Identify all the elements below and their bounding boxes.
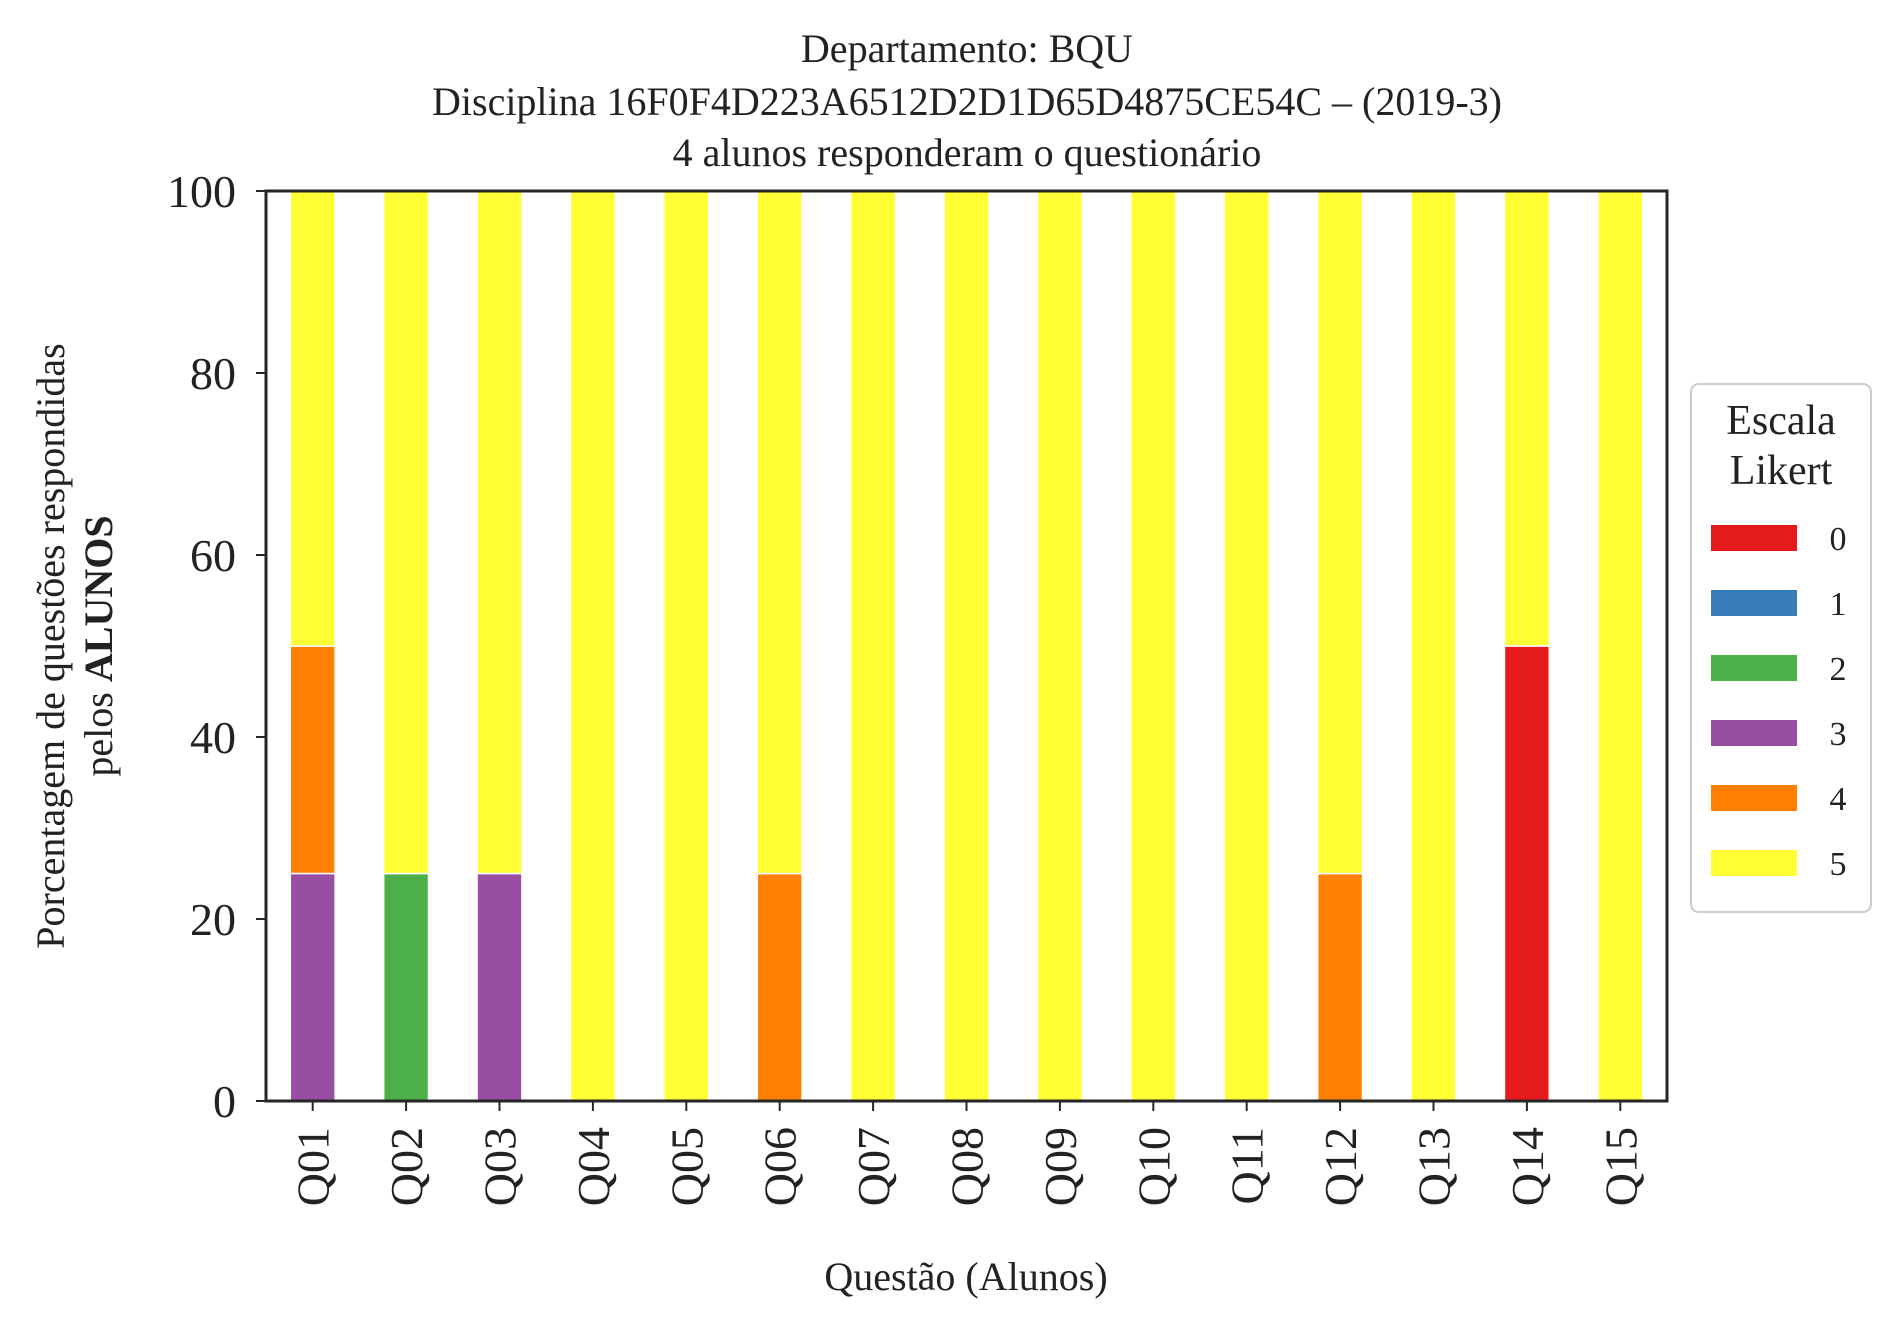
bar-q11-level-5 [1223, 190, 1270, 1102]
x-tick-label-q15: Q15 [1595, 1127, 1646, 1206]
bar-q03-level-3 [476, 872, 523, 1102]
plot-frame [264, 189, 1669, 1103]
legend-label-5: 5 [1830, 846, 1847, 883]
legend-swatch-5 [1711, 850, 1797, 876]
legend-label-4: 4 [1830, 781, 1847, 818]
legend-swatch-1 [1711, 590, 1797, 616]
x-tick-label-q06: Q06 [755, 1127, 806, 1206]
legend-label-3: 3 [1830, 716, 1847, 753]
bar-q15-level-5 [1597, 190, 1644, 1102]
bar-q06-level-5 [756, 190, 803, 875]
y-tick-label-100: 100 [167, 166, 236, 217]
bar-q02-level-5 [382, 190, 430, 875]
y-tick-label-0: 0 [213, 1076, 236, 1127]
bar-q03-level-5 [476, 190, 523, 875]
legend-swatch-0 [1711, 525, 1797, 551]
x-tick-label-q13: Q13 [1409, 1127, 1460, 1206]
bar-q14-level-5 [1503, 190, 1551, 647]
bar-q10-level-5 [1130, 190, 1177, 1102]
title-line-3: 4 alunos responderam o questionário [673, 130, 1262, 175]
bar-q08-level-5 [943, 190, 990, 1102]
y-axis-label: Porcentagem de questões respondidas pelo… [28, 343, 121, 948]
x-tick-label-q14: Q14 [1502, 1127, 1553, 1206]
y-tick-label-80: 80 [190, 348, 236, 399]
legend-label-1: 1 [1830, 586, 1847, 623]
bar-q12-level-5 [1316, 190, 1364, 875]
y-tick-label-20: 20 [190, 894, 236, 945]
bars-group [289, 190, 1644, 1102]
title-line-2: Disciplina 16F0F4D223A6512D2D1D65D4875CE… [432, 79, 1502, 124]
legend-swatch-2 [1711, 655, 1797, 681]
bar-q05-level-5 [663, 190, 710, 1102]
x-tick-label-q07: Q07 [848, 1127, 899, 1206]
x-tick-label-q12: Q12 [1315, 1127, 1366, 1206]
chart-title: Departamento: BQU Disciplina 16F0F4D223A… [432, 26, 1502, 175]
bar-q14-level-0 [1503, 645, 1551, 1102]
bar-q01-level-5 [289, 190, 336, 647]
legend-swatch-3 [1711, 720, 1797, 746]
x-tick-label-q10: Q10 [1128, 1127, 1179, 1206]
x-tick-label-q11: Q11 [1222, 1127, 1273, 1205]
y-tick-label-40: 40 [190, 712, 236, 763]
x-tick-label-q05: Q05 [661, 1127, 712, 1206]
legend-items: 0 1 2 3 4 5 [1711, 521, 1847, 883]
legend-label-0: 0 [1830, 521, 1847, 558]
y-tick-label-60: 60 [190, 530, 236, 581]
x-tick-label-q03: Q03 [475, 1127, 526, 1206]
x-axis-ticks: Q01 Q02 Q03 Q04 Q05 Q06 Q07 Q08 Q09 Q10 Q11 Q12 Q13 Q… [288, 1101, 1646, 1206]
legend-title-line-1: Escala [1726, 398, 1836, 444]
bar-q06-level-4 [756, 872, 803, 1102]
y-axis-label-line-2: pelos ALUNOS [76, 515, 121, 776]
bar-q02-level-2 [382, 872, 430, 1102]
bar-q09-level-5 [1036, 190, 1084, 1102]
legend-title-line-2: Likert [1730, 448, 1833, 494]
bar-q04-level-5 [569, 190, 617, 1102]
y-axis-label-bold: ALUNOS [76, 515, 121, 682]
x-tick-label-q02: Q02 [381, 1127, 432, 1206]
bar-q13-level-5 [1410, 190, 1457, 1102]
x-tick-label-q09: Q09 [1035, 1127, 1086, 1206]
x-tick-label-q01: Q01 [288, 1127, 339, 1206]
legend-swatch-4 [1711, 785, 1797, 811]
bar-q12-level-4 [1316, 872, 1364, 1102]
x-tick-label-q04: Q04 [568, 1127, 619, 1206]
bar-q07-level-5 [849, 190, 897, 1102]
legend-frame [1690, 383, 1872, 913]
legend-label-2: 2 [1830, 651, 1847, 688]
bar-q01-level-3 [289, 872, 336, 1102]
title-line-1: Departamento: BQU [801, 26, 1133, 71]
x-tick-label-q08: Q08 [942, 1127, 993, 1206]
y-axis-ticks: 0 20 40 60 80 100 [167, 166, 266, 1127]
y-axis-label-line-1: Porcentagem de questões respondidas [28, 343, 73, 948]
bar-q01-level-4 [289, 645, 336, 875]
x-axis-label: Questão (Alunos) [824, 1254, 1107, 1299]
legend: Escala Likert 0 1 2 3 4 5 [1690, 383, 1872, 913]
y-axis-label-prefix: pelos [76, 682, 121, 776]
